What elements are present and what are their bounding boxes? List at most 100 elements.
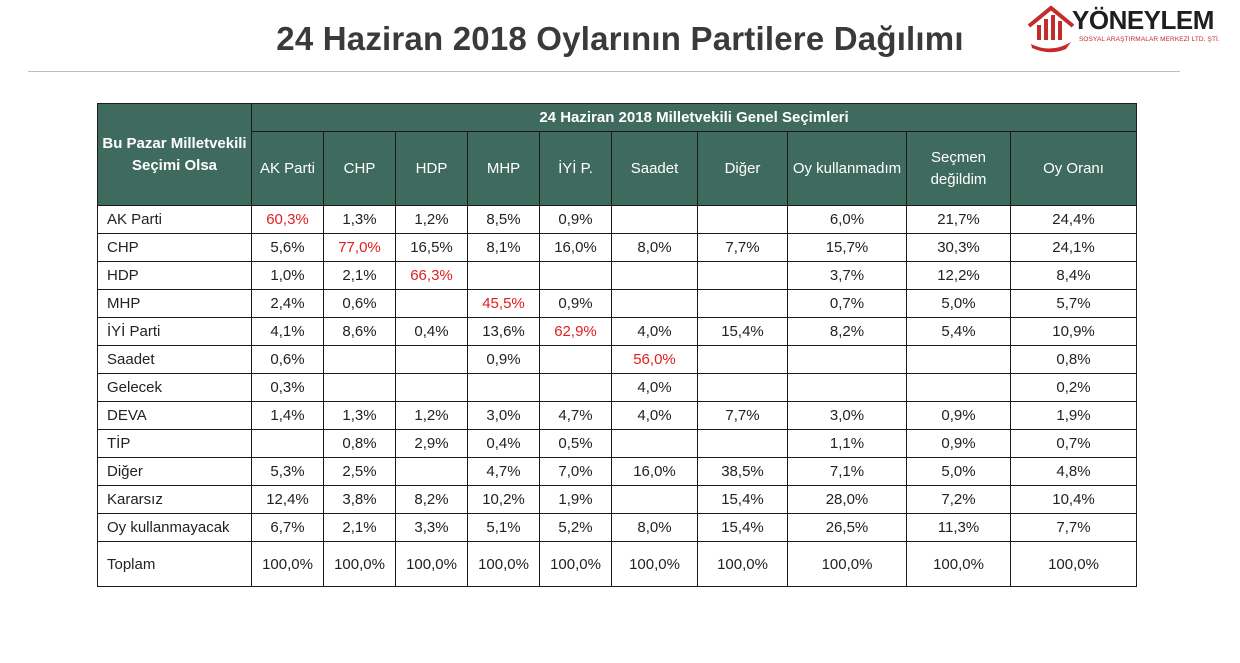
table-cell: 38,5% xyxy=(697,457,788,486)
table-cell: 8,0% xyxy=(611,513,698,542)
table-cell: 45,5% xyxy=(467,289,540,318)
table-cell: 8,0% xyxy=(611,233,698,262)
table-cell: 24,1% xyxy=(1009,233,1138,262)
logo-name: YÖNEYLEM xyxy=(1072,5,1214,35)
table-cell: 15,4% xyxy=(697,485,788,514)
table-cell xyxy=(697,373,788,402)
table-cell: 62,9% xyxy=(539,317,612,346)
table-cell: 3,7% xyxy=(787,261,907,290)
table-cell: 2,4% xyxy=(251,289,324,318)
table-cell: 0,4% xyxy=(467,429,540,458)
table-cell: 100,0% xyxy=(906,541,1011,587)
table-cell: 16,5% xyxy=(395,233,468,262)
column-header: Oy kullanmadım xyxy=(787,131,907,206)
table-row: MHP 2,4% 0,6% 45,5% 0,9% 0,7% 5,0% 5,7% xyxy=(97,289,1138,318)
table-cell xyxy=(251,429,324,458)
table-cell: 7,1% xyxy=(787,457,907,486)
table-cell: 1,0% xyxy=(251,261,324,290)
row-label: AK Parti xyxy=(97,205,252,234)
row-label: Toplam xyxy=(97,541,252,587)
row-label: Gelecek xyxy=(97,373,252,402)
table-cell xyxy=(787,373,907,402)
table-cell: 100,0% xyxy=(467,541,540,587)
title-divider xyxy=(28,71,1180,72)
table-cell xyxy=(395,457,468,486)
table-cell: 0,9% xyxy=(906,429,1011,458)
table-cell: 4,0% xyxy=(611,373,698,402)
table-cell: 1,3% xyxy=(323,205,396,234)
table-cell: 100,0% xyxy=(395,541,468,587)
table-cell: 0,6% xyxy=(251,345,324,374)
table-row: Diğer 5,3% 2,5% 4,7% 7,0% 16,0% 38,5% 7,1% 5,0% 4… xyxy=(97,457,1138,486)
table-cell: 30,3% xyxy=(906,233,1011,262)
column-header: Saadet xyxy=(611,131,698,206)
table-cell: 5,7% xyxy=(1009,289,1138,318)
row-label: Saadet xyxy=(97,345,252,374)
table-cell: 100,0% xyxy=(323,541,396,587)
table-row: İYİ Parti 4,1% 8,6% 0,4% 13,6% 62,9% 4,0% 15,4%… xyxy=(97,317,1138,346)
table-cell: 100,0% xyxy=(1009,541,1138,587)
table-cell xyxy=(539,373,612,402)
logo-subtitle: SOSYAL ARAŞTIRMALAR MERKEZİ LTD. ŞTİ. xyxy=(1079,36,1220,43)
table-cell xyxy=(611,289,698,318)
row-label: TİP xyxy=(97,429,252,458)
table-cell: 3,8% xyxy=(323,485,396,514)
table-cell: 3,0% xyxy=(787,401,907,430)
table-cell: 5,4% xyxy=(906,317,1011,346)
table-cell: 100,0% xyxy=(697,541,788,587)
table-cell: 1,9% xyxy=(539,485,612,514)
table-cell: 5,3% xyxy=(251,457,324,486)
table-cell: 16,0% xyxy=(611,457,698,486)
table-cell xyxy=(611,429,698,458)
logo-mark-icon xyxy=(1027,5,1075,53)
table-cell: 2,5% xyxy=(323,457,396,486)
table-cell: 1,3% xyxy=(323,401,396,430)
table-cell: 4,0% xyxy=(611,401,698,430)
row-label: MHP xyxy=(97,289,252,318)
table-cell: 15,4% xyxy=(697,513,788,542)
table-cell xyxy=(323,345,396,374)
table-cell: 4,0% xyxy=(611,317,698,346)
table-cell: 0,3% xyxy=(251,373,324,402)
column-header-row: AK Parti CHP HDP MHP İYİ P. Saadet Diğer Oy kul… xyxy=(98,131,1138,206)
table-cell: 0,8% xyxy=(323,429,396,458)
table-cell: 66,3% xyxy=(395,261,468,290)
table-cell: 8,6% xyxy=(323,317,396,346)
table-cell: 11,3% xyxy=(906,513,1011,542)
table-cell: 10,9% xyxy=(1009,317,1138,346)
table-cell: 56,0% xyxy=(611,345,698,374)
column-header: MHP xyxy=(467,131,540,206)
table-cell xyxy=(467,373,540,402)
table-cell xyxy=(697,429,788,458)
table-cell: 0,5% xyxy=(539,429,612,458)
table-cell: 24,4% xyxy=(1009,205,1138,234)
table-cell: 0,6% xyxy=(323,289,396,318)
table-cell: 0,8% xyxy=(1009,345,1138,374)
column-header: Diğer xyxy=(697,131,788,206)
column-header: Oy Oranı xyxy=(1009,131,1138,206)
table-row: Oy kullanmayacak 6,7% 2,1% 3,3% 5,1% 5,2% 8,0%… xyxy=(97,513,1138,542)
column-header: İYİ P. xyxy=(539,131,612,206)
table-cell: 2,9% xyxy=(395,429,468,458)
table-cell xyxy=(467,261,540,290)
table-cell: 6,0% xyxy=(787,205,907,234)
table-cell: 12,4% xyxy=(251,485,324,514)
table-row: Kararsız 12,4% 3,8% 8,2% 10,2% 1,9% 15,4% 28,0%… xyxy=(97,485,1138,514)
table-cell: 15,7% xyxy=(787,233,907,262)
table-cell: 0,7% xyxy=(787,289,907,318)
table-cell: 26,5% xyxy=(787,513,907,542)
row-label: Oy kullanmayacak xyxy=(97,513,252,542)
table-cell: 7,7% xyxy=(697,233,788,262)
table-cell xyxy=(611,205,698,234)
table-cell: 3,3% xyxy=(395,513,468,542)
column-header: HDP xyxy=(395,131,468,206)
table-row: Toplam 100,0% 100,0% 100,0% 100,0% 100,0% 100,… xyxy=(97,541,1138,587)
table-cell xyxy=(611,485,698,514)
results-table: Bu Pazar Milletvekili Seçimi Olsa 24 Haz… xyxy=(97,103,1138,587)
table-cell: 4,8% xyxy=(1009,457,1138,486)
table-cell xyxy=(539,261,612,290)
column-header: AK Parti xyxy=(251,131,324,206)
table-cell xyxy=(787,345,907,374)
table-cell: 15,4% xyxy=(697,317,788,346)
table-cell: 60,3% xyxy=(251,205,324,234)
